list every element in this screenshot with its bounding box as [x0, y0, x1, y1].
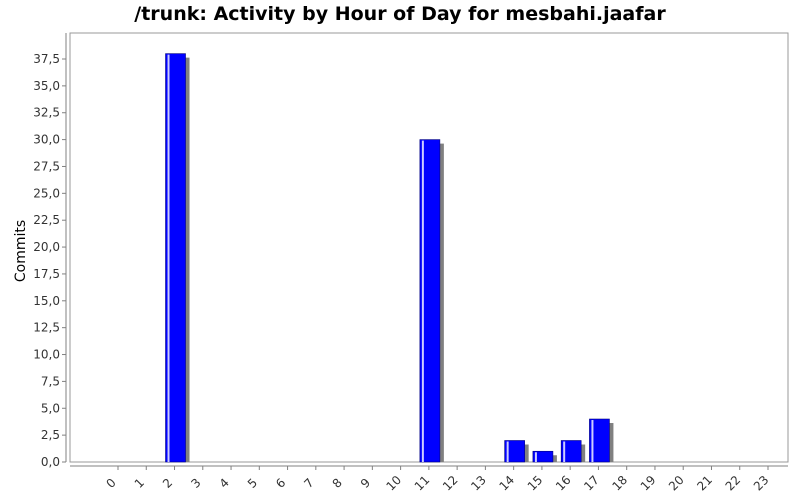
x-tick-label: 2	[160, 476, 175, 491]
bar-highlight	[534, 452, 537, 462]
y-tick-label: 32,5	[33, 106, 60, 120]
y-tick-label: 7,5	[41, 374, 60, 388]
bar-highlight	[563, 441, 566, 462]
x-tick-label: 9	[358, 476, 373, 491]
bar	[589, 418, 610, 463]
y-tick-label: 10,0	[33, 348, 60, 362]
bar-highlight	[591, 420, 594, 462]
x-tick-label: 8	[330, 476, 345, 491]
x-tick-label: 19	[638, 473, 659, 494]
y-tick-label: 12,5	[33, 321, 60, 335]
x-tick-label: 6	[273, 476, 288, 491]
x-tick-label: 4	[217, 476, 232, 491]
bar-highlight	[167, 54, 170, 462]
x-tick-label: 22	[723, 473, 744, 494]
x-tick-label: 16	[553, 473, 574, 494]
bar	[504, 440, 525, 463]
x-tick-label: 5	[245, 476, 260, 491]
x-axis-ticks: 0 1 2 3 4 5 6 7 8 9 10 11 12 13 14 15 16 17 18 19 20 21 22 23	[104, 466, 772, 494]
bar	[165, 53, 186, 463]
x-tick-label: 11	[412, 473, 433, 494]
x-tick-label: 20	[666, 473, 687, 494]
y-tick-label: 5,0	[41, 401, 60, 415]
y-tick-label: 2,5	[41, 428, 60, 442]
y-tick-label: 35,0	[33, 79, 60, 93]
x-tick-label: 17	[581, 473, 602, 494]
bar	[532, 450, 554, 463]
y-axis-label: Commits	[13, 220, 29, 282]
bar	[560, 440, 582, 463]
y-tick-label: 22,5	[33, 213, 60, 227]
x-tick-label: 10	[383, 473, 404, 494]
y-axis-ticks: 0,0 2,5 5,0 7,5 10,0 12,5 15,0 17,5 20,0 22,5 25,0…	[33, 52, 66, 469]
y-tick-label: 20,0	[33, 240, 60, 254]
x-tick-label: 13	[468, 473, 489, 494]
chart-title: /trunk: Activity by Hour of Day for mesb…	[134, 3, 666, 25]
bar-highlight	[506, 441, 509, 462]
y-tick-label: 30,0	[33, 133, 60, 147]
y-tick-label: 0,0	[41, 455, 60, 469]
x-tick-label: 15	[525, 473, 546, 494]
x-tick-label: 12	[440, 473, 461, 494]
x-tick-label: 7	[301, 476, 316, 491]
bars	[165, 53, 614, 463]
y-tick-label: 25,0	[33, 186, 60, 200]
bar-highlight	[421, 140, 424, 462]
x-tick-label: 0	[104, 476, 119, 491]
x-tick-label: 18	[610, 473, 631, 494]
x-tick-label: 14	[496, 473, 517, 494]
x-tick-label: 1	[132, 476, 147, 491]
y-tick-label: 17,5	[33, 267, 60, 281]
x-tick-label: 3	[188, 476, 203, 491]
y-tick-label: 15,0	[33, 294, 60, 308]
y-tick-label: 37,5	[33, 52, 60, 66]
bar	[419, 139, 441, 463]
y-tick-label: 27,5	[33, 159, 60, 173]
x-tick-label: 23	[751, 473, 772, 494]
x-tick-label: 21	[694, 473, 715, 494]
